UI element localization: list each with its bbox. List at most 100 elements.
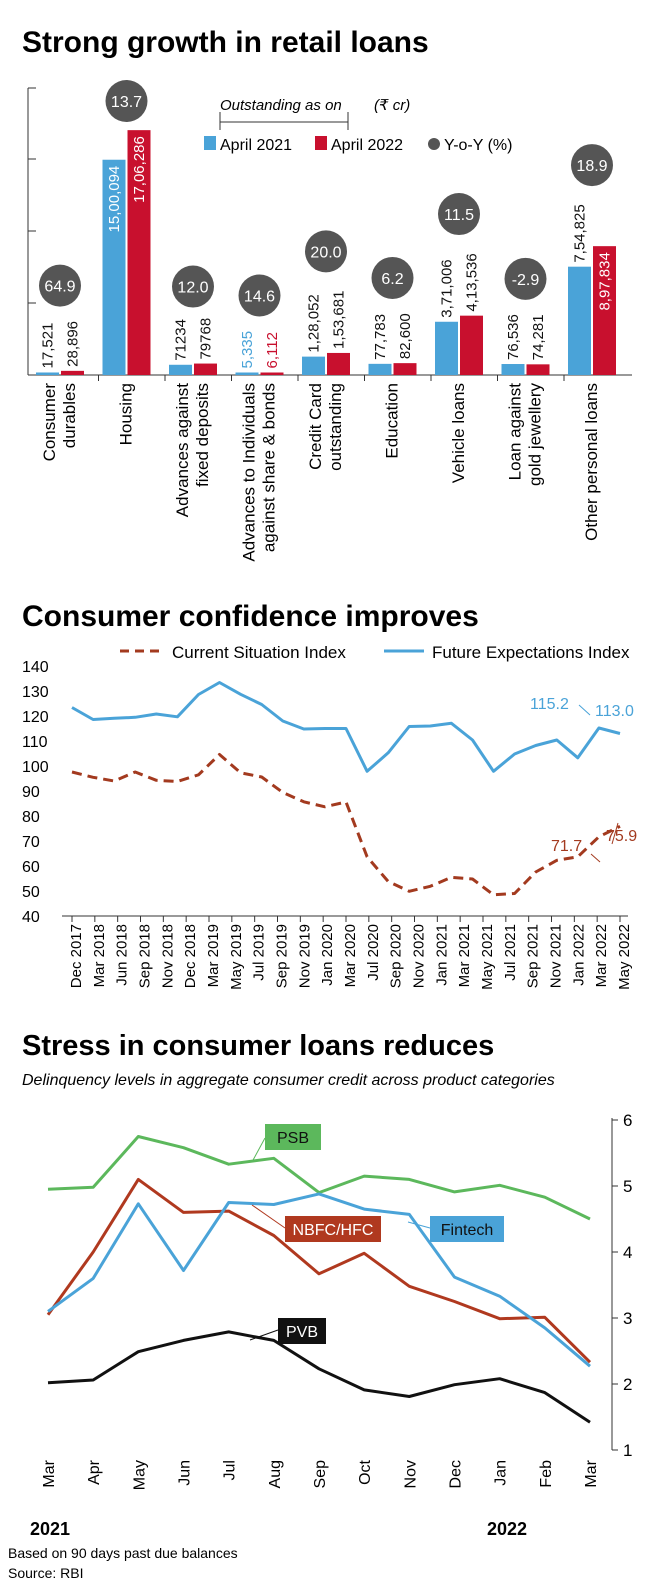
chart2-y-ticks: 140 130 120 110 100 90 80 70 60 50 40: [22, 659, 49, 926]
x-tick-label: Sep 2018: [137, 924, 154, 988]
x-tick-label: Jan 2020: [319, 924, 336, 986]
bar-april-2022: [194, 363, 217, 375]
category-label: outstanding: [326, 383, 345, 471]
x-tick-label: May: [131, 1460, 148, 1490]
future-expectations-line: [71, 681, 621, 773]
x-tick-label: Dec 2017: [68, 924, 85, 988]
x-tick-label: Sep 2019: [274, 924, 291, 988]
x-tick-label: Jan 2022: [570, 924, 587, 986]
x-tick-label: Mar: [41, 1459, 58, 1487]
current-situation-line: [71, 753, 621, 897]
annotation-current-may-2022: 75.9: [606, 828, 637, 845]
year-label-2021: 2021: [30, 1519, 70, 1539]
category-label: Loan against: [506, 383, 525, 481]
consumer-confidence-chart: Consumer confidence improves Current Sit…: [22, 600, 637, 990]
pvb-leader: [249, 1329, 279, 1341]
yoy-value: 14.6: [244, 289, 275, 306]
x-tick-label: Nov 2018: [159, 924, 176, 988]
chart1-title: Strong growth in retail loans: [22, 26, 429, 59]
category-label: Vehicle loans: [449, 383, 468, 483]
chart2-annotations: 115.2 113.0 71.7 75.9: [530, 696, 637, 863]
legend-current-situation: Current Situation Index: [172, 643, 346, 662]
yoy-bubble: [238, 274, 281, 317]
x-tick-label: Aug: [267, 1460, 284, 1488]
bar-value-label: 5,335: [239, 331, 256, 369]
y-tick-label: 5: [623, 1177, 632, 1196]
x-tick-label: Apr: [86, 1459, 103, 1485]
x-tick-label: Nov: [402, 1460, 419, 1488]
category-label: Education: [383, 383, 402, 459]
bar-april-2021: [102, 159, 126, 375]
annotation-leader: [590, 853, 601, 863]
yoy-value: -2.9: [512, 272, 540, 289]
label-pvb: PVB: [286, 1324, 318, 1341]
y-tick-label: 100: [22, 759, 49, 776]
chart2-legend: Current Situation Index Future Expectati…: [120, 643, 630, 662]
chart1-legend: Outstanding as on (₹ cr) April 2021 Apri…: [204, 97, 512, 154]
x-tick-label: Nov 2021: [548, 924, 565, 988]
x-tick-label: Feb: [538, 1460, 555, 1488]
fintech-line: [47, 1192, 591, 1368]
x-tick-label: Mar 2021: [456, 924, 473, 987]
x-tick-label: Mar 2022: [593, 924, 610, 987]
yoy-bubble: [438, 193, 480, 236]
x-tick-label: Oct: [357, 1459, 374, 1484]
yoy-bubble: [504, 257, 547, 300]
bar-value-label: 4,13,536: [464, 253, 481, 311]
category-label: Advances against: [173, 383, 192, 517]
category-label: Consumer: [40, 383, 59, 462]
legend-swatch-yoy: [428, 138, 440, 150]
x-tick-label: Jul 2020: [365, 924, 382, 981]
x-tick-label: Mar 2019: [205, 924, 222, 987]
bar-value-label: 28,896: [65, 321, 82, 367]
yoy-value: 12.0: [177, 280, 208, 297]
x-tick-label: Jan 2021: [433, 924, 450, 986]
yoy-value: 18.9: [576, 158, 607, 175]
y-tick-label: 70: [22, 834, 40, 851]
bar-april-2021: [368, 363, 392, 375]
bar-value-label: 15,00,094: [106, 166, 123, 233]
x-tick-label: Nov 2020: [411, 924, 428, 988]
bar-april-2022: [393, 363, 417, 375]
label-pvb-box: [278, 1318, 326, 1344]
label-nbfc-box: [285, 1216, 381, 1242]
bar-value-label: 17,06,286: [131, 136, 148, 203]
bar-value-label: 1,53,681: [331, 291, 348, 349]
legend-swatch-april-2021: [204, 136, 216, 150]
annotation-current-mar-2022: 71.7: [551, 838, 582, 855]
y-tick-label: 50: [22, 884, 40, 901]
chart3-y-ticks: 6 5 4 3 2 1: [612, 1111, 632, 1460]
label-psb: PSB: [277, 1130, 309, 1147]
y-tick-label: 4: [623, 1243, 632, 1262]
yoy-bubble: [172, 265, 214, 308]
bar-value-label: 1,28,052: [306, 294, 323, 352]
x-tick-label: Mar 2020: [342, 924, 359, 987]
x-tick-label: May 2019: [228, 924, 245, 990]
bar-april-2022: [327, 352, 350, 375]
bar-april-2021: [36, 372, 59, 375]
bar-value-label: 3,71,006: [439, 259, 456, 317]
chart2-lines: [71, 681, 621, 897]
legend-swatch-april-2022: [315, 136, 327, 150]
bar-april-2021: [302, 356, 325, 375]
bar-april-2021: [435, 321, 458, 375]
legend-future-expectations: Future Expectations Index: [432, 643, 630, 662]
yoy-value: 11.5: [444, 207, 474, 224]
chart2-title: Consumer confidence improves: [22, 600, 479, 633]
label-psb-box: [265, 1124, 321, 1150]
y-tick-label: 3: [623, 1309, 632, 1328]
category-label: fixed deposits: [193, 383, 212, 487]
yoy-value: 20.0: [310, 244, 341, 261]
category-label: durables: [60, 383, 79, 448]
x-tick-label: Jul 2019: [251, 924, 268, 981]
annotation-leader: [578, 704, 591, 716]
x-tick-label: Jul 2021: [502, 924, 519, 981]
category-label: gold jewellery: [526, 383, 545, 486]
x-tick-label: Dec: [448, 1460, 465, 1488]
bar-april-2022: [260, 372, 284, 375]
bar-april-2022: [127, 130, 151, 375]
bar-april-2021: [501, 364, 525, 375]
bar-value-label: 74,281: [530, 314, 547, 360]
bar-value-label: 71234: [173, 319, 190, 361]
